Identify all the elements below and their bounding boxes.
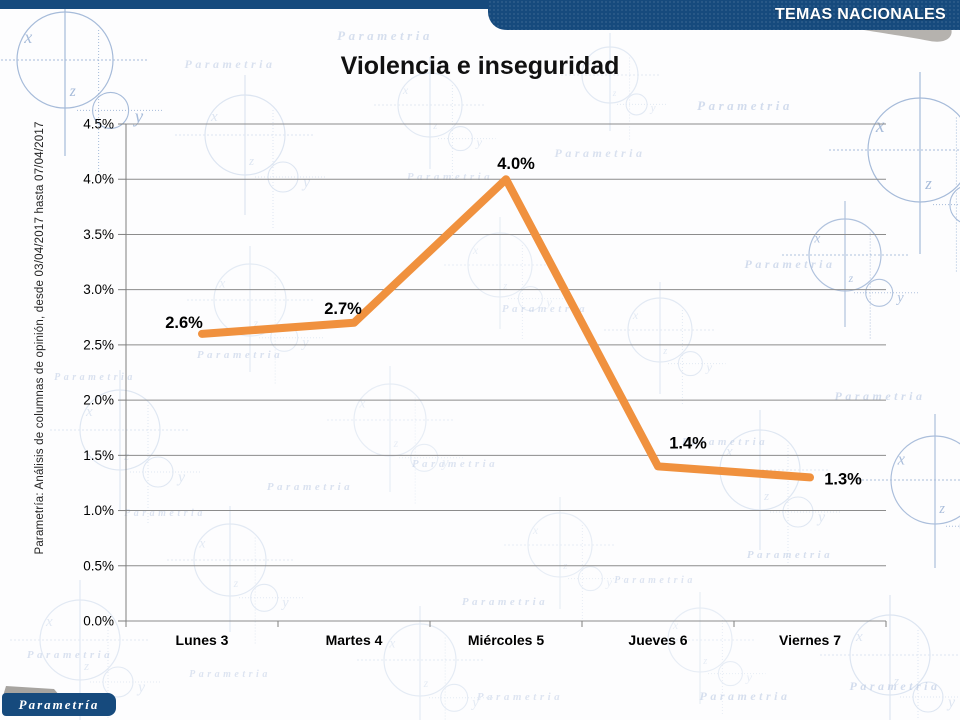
- page-title: Violencia e inseguridad: [340, 52, 620, 80]
- data-point-label: 1.3%: [824, 470, 862, 488]
- parametria-logo: Parametría: [0, 680, 200, 720]
- x-category-label: Martes 4: [326, 632, 383, 648]
- logo-plate: Parametría: [2, 693, 116, 716]
- y-tick-label: 4.0%: [83, 172, 114, 187]
- data-point-label: 1.4%: [669, 434, 707, 452]
- logo-text: Parametría: [18, 696, 100, 712]
- data-point-label: 4.0%: [497, 155, 535, 173]
- header-swoosh-decoration: [852, 28, 952, 42]
- banner-title: TEMAS NACIONALES: [774, 6, 946, 23]
- y-tick-label: 2.0%: [83, 393, 114, 408]
- header-banner: TEMAS NACIONALES: [488, 0, 960, 30]
- y-tick-label: 1.0%: [83, 503, 114, 518]
- y-tick-label: 2.5%: [83, 337, 114, 352]
- y-tick-label: 0.0%: [83, 614, 114, 629]
- y-tick-label: 4.5%: [83, 117, 114, 132]
- x-category-label: Jueves 6: [628, 632, 687, 648]
- x-category-label: Lunes 3: [176, 632, 229, 648]
- x-category-label: Viernes 7: [779, 632, 841, 648]
- data-point-label: 2.7%: [324, 300, 362, 318]
- x-category-label: Miércoles 5: [468, 632, 544, 648]
- data-point-label: 2.6%: [165, 314, 203, 332]
- y-tick-label: 3.5%: [83, 227, 114, 242]
- y-tick-label: 3.0%: [83, 282, 114, 297]
- y-tick-label: 1.5%: [83, 448, 114, 463]
- header-strip: [0, 0, 960, 9]
- y-tick-label: 0.5%: [83, 558, 114, 573]
- source-note: Parametría: Análisis de columnas de opin…: [34, 121, 46, 555]
- data-line: [198, 175, 814, 482]
